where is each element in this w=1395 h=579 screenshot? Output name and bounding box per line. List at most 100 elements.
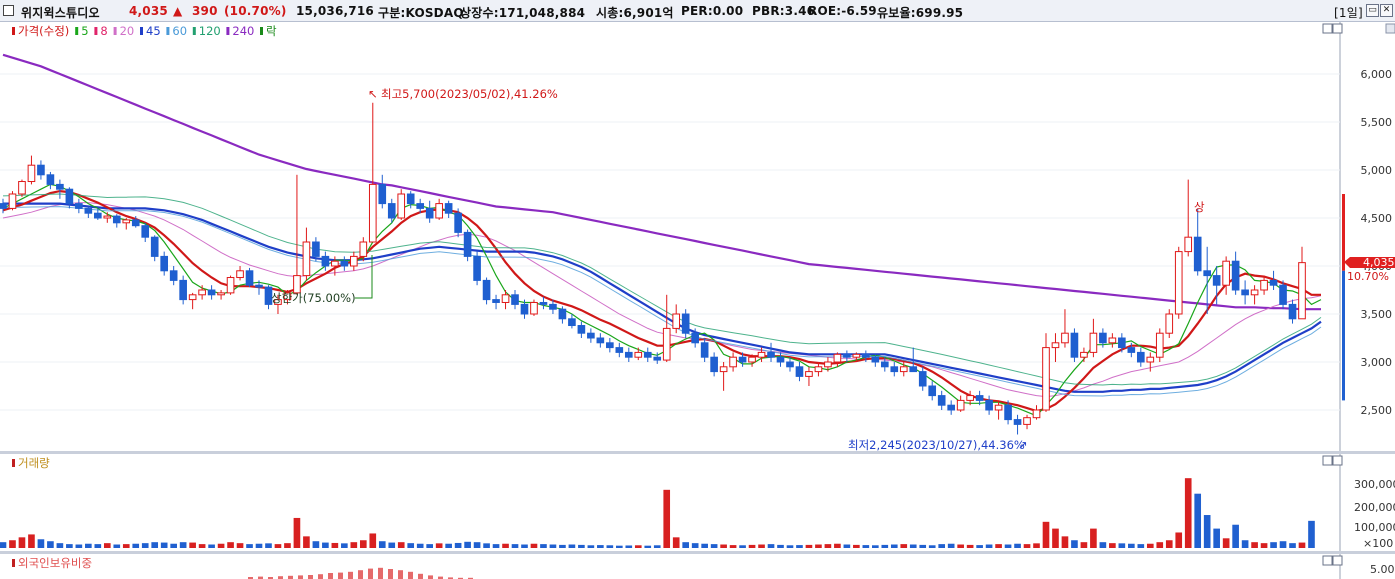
candle-body [226,277,235,294]
foreign-panel-minimize-button[interactable] [1322,555,1333,566]
limit-up-annotation-right: 상 [1194,200,1205,214]
pbr-value: PBR:3.46 [752,4,816,18]
volume-bar [1023,544,1031,548]
range-bar-down [1342,270,1345,401]
volume-bar [331,542,339,548]
restore-window-button[interactable]: ▭ [1366,4,1379,17]
volume-bar [255,543,263,548]
foreign-bar [258,576,263,579]
candle-body [1070,332,1079,358]
panel-splitter-1[interactable] [0,451,1395,454]
volume-bar [1099,542,1107,548]
close-window-button[interactable]: ✕ [1380,4,1393,17]
candle-body [615,347,624,353]
select-checkbox[interactable] [3,5,14,16]
volume-panel-minimize-button[interactable] [1322,455,1333,466]
volume-bar [862,545,870,548]
candle-body [1288,303,1297,320]
price-panel-buttons[interactable] [1322,23,1343,566]
candle-body [1051,342,1060,349]
volume-panel-close-button[interactable] [1332,455,1343,466]
volume-bar [843,544,851,548]
volume-bar [549,544,557,548]
candle-body [217,292,225,296]
candle-body [653,356,662,361]
legend-swatch [75,27,79,35]
volume-bar [1203,515,1211,548]
volume-bar [1232,524,1239,548]
ma8-line [2,189,1321,413]
price-gridlines [0,73,1340,411]
price-tick-label: 6,000 [1361,68,1393,81]
candle-body [681,313,690,334]
panel-splitter-2[interactable] [0,551,1395,554]
volume-bar [388,542,396,548]
volume-bar [66,544,73,548]
volume-bar [284,543,291,548]
candle-body [1004,404,1012,421]
volume-bar [767,544,775,548]
candle-body [84,207,93,214]
volume-bar [938,544,946,548]
volume-bar [0,542,7,548]
legend-item-1: 5 [81,24,88,38]
volume-bar [1184,478,1192,548]
volume-legend-swatch [12,459,15,467]
market-type: 구분:KOSDAQ [378,6,464,20]
volume-bar [75,544,83,548]
volume-bar [350,542,358,548]
volume-bar [122,544,130,548]
volume-bar [1279,541,1287,548]
volume-bar [796,545,803,548]
candle-body [1222,260,1230,286]
candle-body [710,356,718,373]
candle-body [520,303,529,315]
candle-body [122,219,131,224]
legend-swatch [260,27,263,35]
volume-bar [37,539,45,548]
candle-body [169,270,178,281]
ma20-line [2,202,1322,398]
volume-bar [94,544,102,548]
volume-bar [748,544,756,548]
panel-minimize-button[interactable] [1322,23,1333,34]
scroll-up-button[interactable] [1385,23,1395,34]
candle-body [321,255,330,267]
legend-item-2: 8 [100,24,107,38]
volume-bar [369,533,377,548]
volume-bar [578,544,585,548]
vol-unit: ×100 [1363,537,1393,550]
period-selector[interactable]: [1일] [1334,6,1363,20]
ma240-line [2,53,1321,311]
volume-bar [540,544,547,548]
candle-body [890,366,899,373]
candle-body [454,212,462,233]
ma45-line [3,202,1322,393]
candle-body [387,203,396,219]
candle-body [1231,260,1240,291]
candle-body [539,301,548,305]
candle-body [1061,332,1069,344]
legend-item-5: 60 [172,24,187,38]
candle-body [1146,356,1155,363]
candle-body [473,255,481,281]
foreign-panel-close-button[interactable] [1332,555,1343,566]
volume-bar [322,542,329,548]
volume-bar [682,542,690,548]
volume-bar [672,537,680,548]
volume-bar [56,543,64,548]
candle-body [880,361,889,368]
panel-close-button[interactable] [1332,23,1343,34]
trade-volume: 15,036,716 [296,4,374,18]
candle-body [672,313,681,329]
volume-bar [1118,543,1126,548]
candle-body [112,215,121,224]
volume-bar [132,543,140,548]
legend-swatch [192,27,196,35]
volume-bar [473,542,481,548]
volume-bar [824,544,832,548]
volume-bar [653,545,661,548]
volume-bar [9,540,16,548]
moving-average-lines [2,53,1322,417]
